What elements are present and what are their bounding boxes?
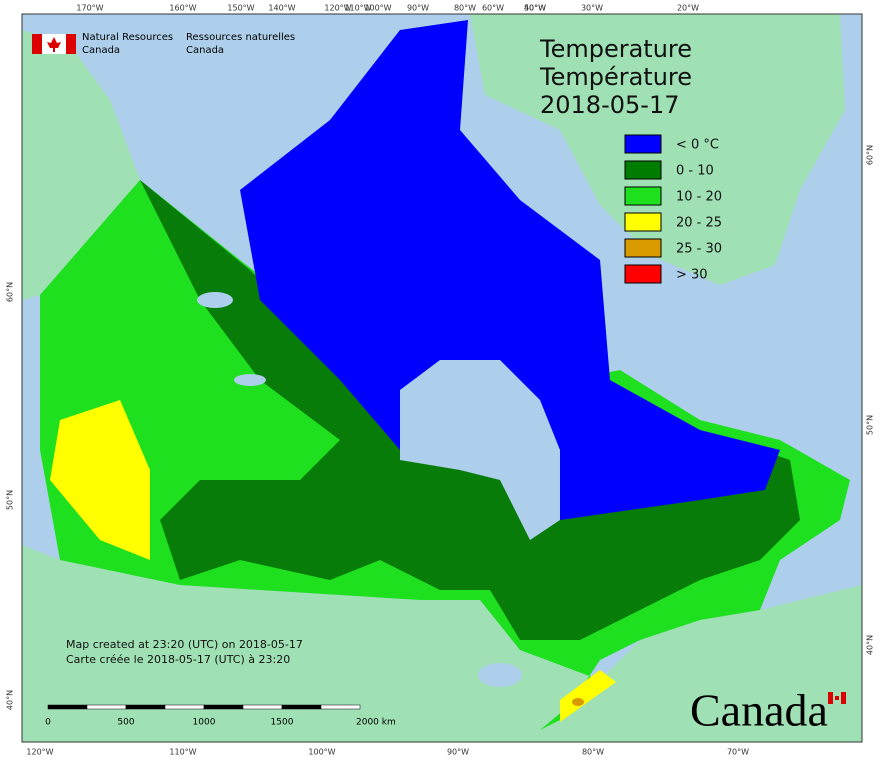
flag-bar: [841, 692, 846, 704]
agency-fr: Canada: [186, 45, 224, 56]
legend-swatch: [624, 134, 662, 154]
scale-label: 500: [117, 718, 134, 728]
graticule-label: 30°W: [581, 4, 603, 13]
legend-label: 0 - 10: [676, 164, 714, 179]
note: Carte créée le 2018-05-17 (UTC) à 23:20: [66, 653, 290, 666]
flag-bar: [32, 34, 42, 54]
map: [21, 13, 863, 743]
graticule-label: 110°W: [344, 4, 371, 13]
cold-region: [240, 20, 780, 520]
graticule-label: 60°N: [6, 282, 15, 302]
scale-segment: [86, 704, 127, 710]
legend-label: 25 - 30: [676, 242, 722, 257]
legend-label: 20 - 25: [676, 216, 722, 231]
scale-segment: [164, 704, 205, 710]
graticule-label: 50°W: [524, 4, 546, 13]
graticule-label: 100°W: [364, 4, 391, 13]
wordmark-flag: [828, 692, 846, 704]
hudson-bay: [400, 360, 560, 540]
scale-bar: 0 500 1000 1500 2000 km: [45, 704, 396, 728]
graticule-label: 90°W: [447, 748, 469, 757]
graticule-label: 70°W: [727, 748, 749, 757]
graticule-label: 40°N: [866, 635, 875, 655]
scale-segment: [47, 704, 88, 710]
graticule-label: 140°W: [268, 4, 295, 13]
graticule-label: 120°W: [324, 4, 351, 13]
logo: Natural Resources Canada Ressources natu…: [32, 32, 295, 56]
graticule-label: 50°N: [866, 415, 875, 435]
legend-swatch: [624, 160, 662, 180]
legend-label: > 30: [676, 268, 708, 283]
scale-segment: [203, 704, 244, 710]
scale-label: 2000 km: [356, 718, 396, 728]
agency-fr: Ressources naturelles: [186, 32, 295, 43]
title: Temperature: [539, 35, 692, 63]
maple-leaf: [835, 696, 839, 700]
scale-label: 1500: [271, 718, 294, 728]
graticule-label: 60°N: [866, 145, 875, 165]
title: Température: [539, 63, 692, 91]
legend-swatch: [624, 264, 662, 284]
graticule-label: 80°W: [582, 748, 604, 757]
lake: [234, 374, 266, 386]
flag-bar: [66, 34, 76, 54]
graticule-label: 150°W: [227, 4, 254, 13]
graticule-label: 40°W: [524, 4, 546, 13]
graticule-label: 120°W: [26, 748, 53, 757]
warm-ontario: [560, 670, 616, 722]
warm-bc: [50, 400, 150, 560]
scale-segment: [281, 704, 322, 710]
united-states: [22, 545, 862, 742]
graticule-label: 170°W: [76, 4, 103, 13]
legend-label: < 0 °C: [676, 138, 719, 153]
agency-en: Natural Resources: [82, 32, 173, 43]
scale-segment: [242, 704, 283, 710]
alaska: [22, 30, 140, 300]
graticule-label: 80°W: [454, 4, 476, 13]
hot-patch: [572, 698, 584, 706]
lake: [478, 663, 522, 687]
note: Map created at 23:20 (UTC) on 2018-05-17: [66, 638, 303, 651]
graticule-label: 110°W: [169, 748, 196, 757]
scale-segment: [125, 704, 166, 710]
graticule-label: 20°W: [677, 4, 699, 13]
scale-segment: [320, 704, 361, 710]
graticule-label: 50°N: [6, 490, 15, 510]
scale-label: 0: [45, 718, 51, 728]
graticule-label: 60°W: [482, 4, 504, 13]
agency-en: Canada: [82, 45, 120, 56]
flag-bar: [828, 692, 833, 704]
legend-swatch: [624, 238, 662, 258]
legend-swatch: [624, 186, 662, 206]
legend: < 0 °C 0 - 10 10 - 20 20 - 25 25 - 30 > 30: [624, 134, 722, 284]
graticule-label: 100°W: [308, 748, 335, 757]
frame: [21, 13, 863, 743]
scale-label: 1000: [193, 718, 216, 728]
date: 2018-05-17: [540, 91, 679, 119]
lake: [197, 292, 233, 308]
legend-label: 10 - 20: [676, 190, 722, 205]
maple-leaf: [47, 37, 61, 52]
wordmark: Canada: [690, 685, 828, 736]
graticule-label: 40°N: [6, 690, 15, 710]
legend-swatch: [624, 212, 662, 232]
graticule-label: 160°W: [169, 4, 196, 13]
graticule-label: 90°W: [407, 4, 429, 13]
